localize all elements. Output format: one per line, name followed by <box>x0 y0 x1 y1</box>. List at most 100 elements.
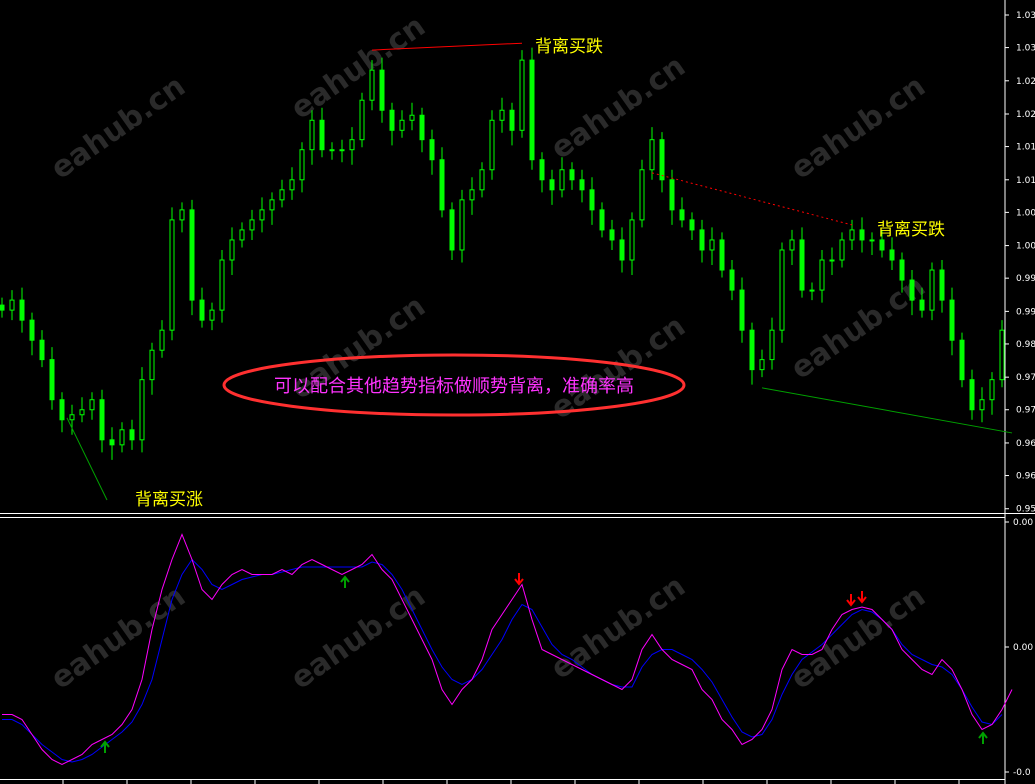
candle-body <box>669 179 675 211</box>
candle-body <box>539 159 545 181</box>
candle-body <box>89 399 95 411</box>
candle-body <box>399 119 405 131</box>
trendline[interactable] <box>66 417 108 501</box>
candle-body <box>649 139 655 171</box>
divergence-label-bottom: 背离买涨 <box>135 490 203 510</box>
price-tick-label: 1.03 <box>1016 11 1035 21</box>
candle-body <box>29 319 35 341</box>
candle-body <box>99 399 105 441</box>
candle-body <box>769 329 775 361</box>
candle-body <box>699 229 705 251</box>
trendline[interactable] <box>371 42 523 51</box>
candle-body <box>509 109 515 131</box>
candle-body <box>949 299 955 341</box>
price-tick-label: 1.01 <box>1016 176 1035 186</box>
candle-body <box>119 429 125 446</box>
candle-body <box>179 209 185 221</box>
candle-body <box>159 329 165 351</box>
candle-body <box>219 259 225 311</box>
candle-body <box>859 229 865 241</box>
price-tick-label: 0.96 <box>1016 439 1035 449</box>
candle-body <box>419 114 425 141</box>
candle-body <box>659 139 665 181</box>
candle-body <box>389 109 395 131</box>
candle-body <box>729 269 735 291</box>
watermark-text: eahub.cn <box>45 579 192 697</box>
watermark-text: eahub.cn <box>45 69 192 187</box>
osc-tick-label: 0.00 <box>1013 518 1033 528</box>
osc-tick-label: -0.0 <box>1013 768 1031 778</box>
candle-body <box>379 69 385 111</box>
candle-body <box>439 159 445 211</box>
candle-body <box>909 279 915 301</box>
candle-body <box>209 309 215 321</box>
candle-body <box>339 149 345 152</box>
candle-body <box>719 239 725 271</box>
candle-body <box>559 169 565 191</box>
slow-signal-line <box>2 558 1003 763</box>
candle-body <box>279 189 285 201</box>
candle-body <box>899 259 905 281</box>
candle-body <box>679 209 685 221</box>
sell-arrow-icon <box>857 591 867 604</box>
candle-body <box>929 269 935 311</box>
candle-body <box>839 239 845 261</box>
price-tick-label: 1.03 <box>1016 44 1035 54</box>
note-ellipse <box>222 353 686 417</box>
candle-body <box>259 209 265 221</box>
candle-body <box>129 429 135 441</box>
candle-body <box>249 219 255 231</box>
trendline[interactable] <box>761 387 1013 434</box>
candle-body <box>989 379 995 401</box>
candle-body <box>299 149 305 181</box>
buy-arrow-icon <box>978 731 988 744</box>
sell-arrow-icon <box>514 573 524 586</box>
price-tick-label: 1.02 <box>1016 110 1035 120</box>
candle-body <box>39 339 45 361</box>
candle-body <box>999 329 1005 381</box>
candle-body <box>309 119 315 151</box>
fast-oscillator-line <box>2 533 1013 766</box>
candle-body <box>759 359 765 371</box>
price-tick-label: 1.01 <box>1016 143 1035 153</box>
candle-body <box>619 239 625 261</box>
candle-body <box>819 259 825 291</box>
price-tick-label: 0.96 <box>1016 472 1035 482</box>
candle-body <box>569 169 575 181</box>
candle-body <box>809 289 815 292</box>
candle-body <box>609 229 615 241</box>
sell-arrow-icon <box>846 594 856 607</box>
main-price-panel <box>0 42 1013 501</box>
candle-body <box>459 199 465 251</box>
candle-body <box>959 339 965 381</box>
candle-body <box>919 299 925 311</box>
candle-body <box>239 229 245 241</box>
candle-body <box>329 149 335 152</box>
candle-body <box>289 179 295 191</box>
oscillator-panel <box>2 533 1013 766</box>
watermark-text: eahub.cn <box>785 579 932 697</box>
candle-body <box>149 349 155 381</box>
candle-body <box>709 239 715 251</box>
price-tick-label: 0.98 <box>1016 340 1035 350</box>
price-axis: 1.03 1.03 1.02 1.02 1.01 1.01 1.00 1.00 0.99 0.99… <box>62 11 1035 784</box>
candle-body <box>549 179 555 191</box>
note-text: 可以配合其他趋势指标做顺势背离，准确率高 <box>274 376 634 397</box>
candle-body <box>779 249 785 331</box>
candle-body <box>829 259 835 262</box>
candle-body <box>529 59 535 161</box>
buy-arrow-icon <box>340 575 350 588</box>
divergence-label-right: 背离买跌 <box>877 220 945 240</box>
price-tick-label: 0.99 <box>1016 274 1035 284</box>
candle-body <box>59 399 65 421</box>
candle-body <box>69 414 75 421</box>
candle-body <box>479 169 485 191</box>
price-tick-label: 0.97 <box>1016 373 1035 383</box>
candle-body <box>109 439 115 446</box>
candle-body <box>0 304 5 311</box>
candle-body <box>969 379 975 411</box>
candle-body <box>689 219 695 231</box>
candle-body <box>629 219 635 261</box>
